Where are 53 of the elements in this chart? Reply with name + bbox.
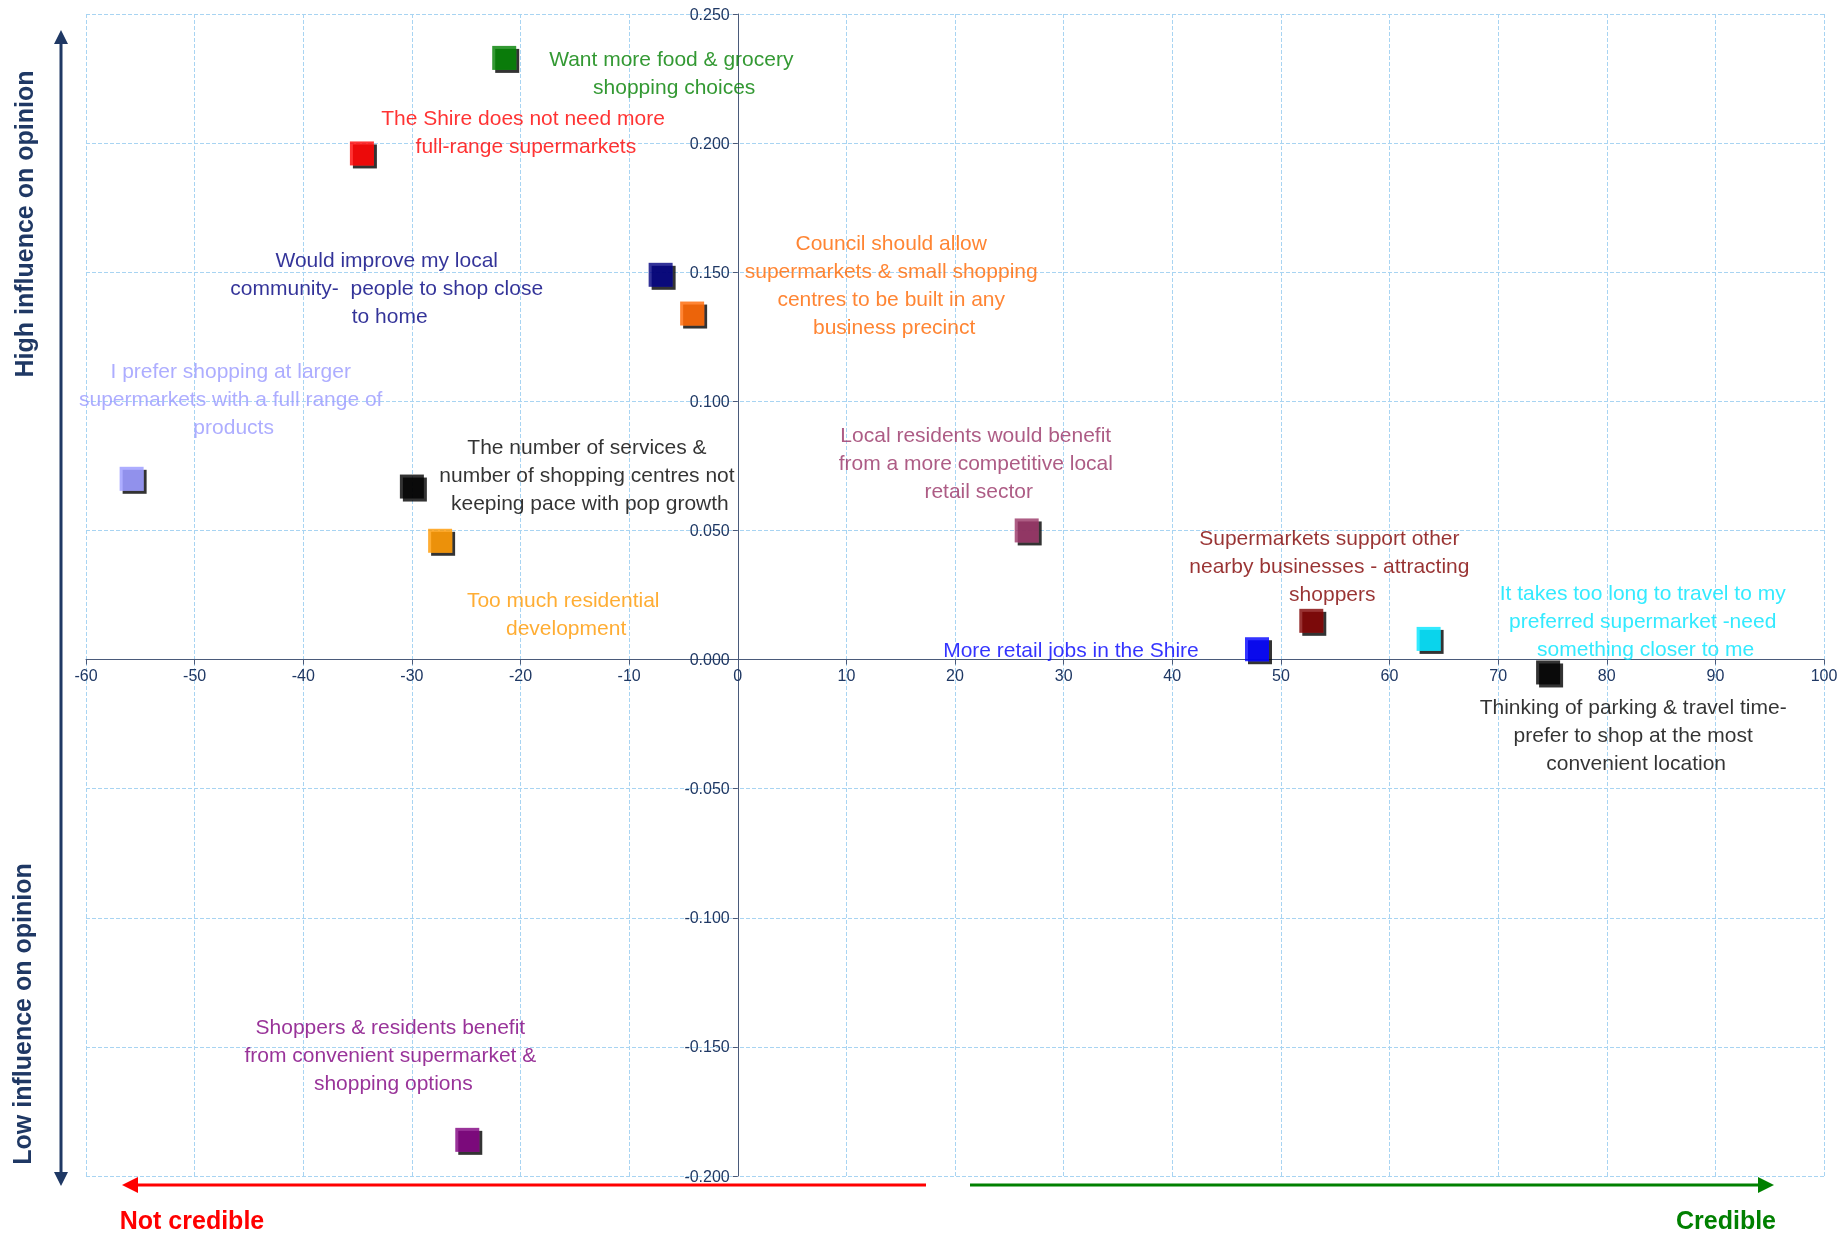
x-tick-label: -40 xyxy=(291,667,315,685)
x-tick-label: -60 xyxy=(74,667,98,685)
text: Would improve my local community- people to shop close to home xyxy=(230,248,549,328)
x-tick-label: 70 xyxy=(1489,667,1508,685)
text: High influence on opinion xyxy=(9,70,39,378)
point xyxy=(455,1127,480,1152)
y-tick-label: -0.100 xyxy=(684,909,730,927)
text: Not credible xyxy=(119,1205,265,1235)
x-tick-label: 100 xyxy=(1810,667,1838,685)
text: Shoppers & residents benefit from convenient supermarket & shopping options xyxy=(244,1015,543,1095)
y-tick-label: -0.200 xyxy=(684,1167,730,1185)
x-tick-label: 50 xyxy=(1271,667,1290,685)
point xyxy=(349,141,374,166)
point xyxy=(119,466,144,491)
x-tick-label: 20 xyxy=(946,667,964,685)
y-tick-label: 0.200 xyxy=(689,134,730,152)
point xyxy=(1244,637,1269,662)
text: Thinking of parking & travel time- prefer to shop at the most convenient location xyxy=(1479,694,1793,774)
y-tick-label: 0.050 xyxy=(689,521,730,539)
x-tick-label: 10 xyxy=(837,667,856,685)
y-tick-label: 0.250 xyxy=(689,5,730,23)
x-tick-label: -50 xyxy=(183,667,207,685)
text: Supermarkets support other nearby businesses - attracting shoppers xyxy=(1189,526,1476,606)
text: Credible xyxy=(1675,1205,1777,1235)
x-tick-label: -30 xyxy=(400,667,424,685)
x-tick-label: 40 xyxy=(1163,667,1182,685)
text: More retail jobs in the Shire xyxy=(943,637,1199,661)
series-label: The number of services & number of shopping centres not keeping pace with pop growth xyxy=(439,435,741,515)
text: It takes too long to travel to my preferred supermarket -need something closer to me xyxy=(1499,581,1792,661)
series-label: Too much residential development xyxy=(466,588,666,640)
series-label: The Shire does not need more full-range supermarkets xyxy=(381,105,671,157)
text: Local residents would benefit from a more competitive local retail sector xyxy=(838,422,1119,502)
point xyxy=(1014,518,1039,543)
y-tick-label: 0.150 xyxy=(689,263,730,281)
x-tick-label: -10 xyxy=(617,667,641,685)
point xyxy=(399,474,424,499)
x-tick-label: 60 xyxy=(1380,667,1399,685)
y-tick-label: -0.050 xyxy=(684,780,730,798)
point xyxy=(680,301,705,326)
point xyxy=(492,45,517,70)
x-tick-label: 80 xyxy=(1597,667,1616,685)
point xyxy=(1416,626,1441,651)
point xyxy=(1536,660,1561,685)
y-tick-label: -0.150 xyxy=(684,1038,730,1056)
point xyxy=(1299,608,1324,633)
point xyxy=(648,262,673,287)
point xyxy=(428,528,453,553)
text: Council should allow supermarkets & small shopping centres to be built in any business precinct xyxy=(744,231,1044,339)
text: Low influence on opinion xyxy=(7,863,37,1165)
y-tick-label: 0.100 xyxy=(689,392,730,410)
x-tick-label: -20 xyxy=(508,667,533,685)
x-tick-label: 90 xyxy=(1706,667,1725,685)
x-tick-label: 30 xyxy=(1054,667,1073,685)
